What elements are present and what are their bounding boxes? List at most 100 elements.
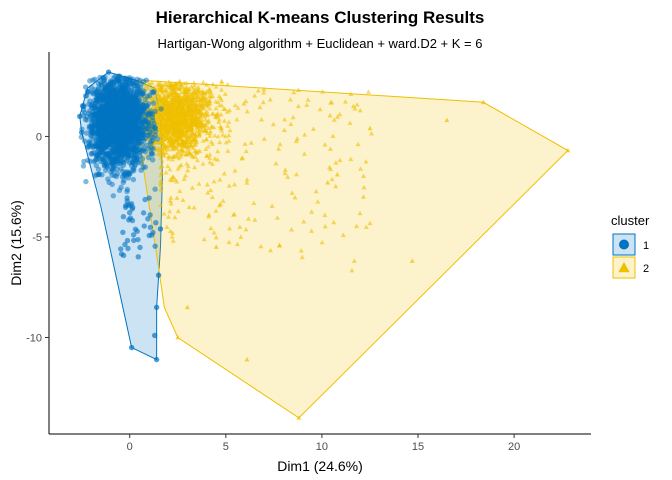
cluster-2-point (177, 105, 183, 110)
cluster-2-point (165, 93, 171, 99)
cluster-1-point (153, 356, 160, 363)
cluster-2-point (196, 131, 202, 136)
cluster-2-point (184, 135, 190, 140)
cluster-2-point (208, 139, 214, 144)
cluster-2-point (202, 114, 208, 119)
cluster-2-point (360, 194, 366, 199)
cluster-1-point (133, 126, 139, 133)
x-tick-label: 0 (127, 441, 133, 453)
cluster-2-point (158, 187, 164, 192)
cluster-2-point (213, 244, 219, 249)
cluster-2-point (361, 184, 367, 190)
x-tick-label: 15 (412, 441, 424, 453)
cluster-1-point (118, 114, 125, 120)
cluster-2-point (175, 208, 181, 214)
cluster-1-point (150, 100, 157, 106)
cluster-1-point (101, 112, 107, 119)
cluster-2-point (357, 210, 363, 216)
cluster-1-point (120, 124, 127, 131)
cluster-2-point (335, 114, 341, 119)
cluster-2-point (171, 146, 177, 151)
cluster-2-point (243, 148, 249, 154)
cluster-2-point (337, 157, 343, 163)
cluster-2-point (212, 133, 218, 138)
cluster-2-point (175, 106, 181, 111)
cluster-2-point (200, 128, 205, 134)
cluster-2-point (160, 90, 165, 96)
cluster-2-point (162, 123, 168, 128)
cluster-1-point (153, 304, 160, 311)
cluster-2-point (167, 121, 173, 127)
cluster-2-point (172, 120, 178, 126)
plot-area (77, 69, 571, 420)
cluster-2-point (174, 179, 180, 184)
cluster-1-point (104, 96, 111, 103)
cluster-2-point (357, 107, 363, 113)
cluster-2-point (277, 242, 283, 248)
cluster-2-point (184, 80, 189, 86)
cluster-2-point (168, 201, 174, 206)
cluster-1-point (83, 178, 89, 185)
cluster-2-point (159, 132, 165, 138)
x-tick-label: 5 (223, 441, 229, 453)
cluster-2-point (234, 116, 240, 122)
cluster-2-point (204, 137, 210, 142)
cluster-2-point (352, 106, 358, 111)
cluster-2-point (209, 111, 215, 116)
x-tick-label: 20 (508, 441, 520, 453)
cluster-2-point (194, 125, 200, 131)
cluster-2-point (178, 98, 184, 104)
cluster-2-point (226, 183, 232, 188)
cluster-2-point (225, 82, 231, 87)
cluster-1-point (120, 214, 127, 220)
cluster-2-point (328, 166, 333, 172)
cluster-1-point (109, 172, 115, 178)
cluster-2-point (180, 85, 186, 90)
cluster-2-point (166, 82, 172, 87)
cluster-1-point (111, 75, 117, 81)
cluster-2-point (202, 117, 208, 122)
y-tick-label: 0 (36, 131, 42, 143)
cluster-1-point (149, 125, 155, 132)
cluster-2-point (444, 117, 450, 123)
cluster-2-point (244, 357, 250, 362)
cluster-2-point (207, 128, 213, 134)
cluster-2-point (177, 188, 183, 194)
cluster-2-point (166, 214, 171, 219)
cluster-1-point (119, 86, 125, 92)
cluster-2-point (325, 180, 331, 185)
cluster-2-point (227, 127, 233, 133)
cluster-2-point (170, 97, 176, 102)
cluster-2-point (174, 131, 180, 137)
cluster-1-point (109, 161, 115, 167)
cluster-1-point (141, 223, 147, 229)
cluster-2-point (207, 106, 213, 111)
cluster-2-point (158, 202, 164, 208)
cluster-2-point (207, 130, 213, 136)
cluster-2-point (277, 141, 283, 147)
legend-items: 12 (612, 233, 649, 279)
cluster-2-point (191, 205, 197, 210)
cluster-2-point (295, 103, 301, 109)
cluster-1-point (118, 246, 124, 252)
cluster-1-point (148, 150, 154, 157)
cluster-2-point (209, 161, 215, 166)
cluster-2-point (167, 228, 173, 234)
cluster-1-point (152, 186, 158, 192)
cluster-1-point (103, 141, 110, 148)
cluster-1-point (134, 111, 141, 117)
cluster-1-point (133, 148, 140, 154)
cluster-1-point (123, 89, 130, 95)
cluster-1-point (127, 88, 134, 94)
cluster-1-point (87, 108, 93, 114)
cluster-1-point (123, 106, 129, 112)
cluster-1-point (117, 73, 123, 79)
cluster-1-point (142, 196, 148, 203)
cluster-1-point (150, 90, 156, 96)
cluster-2-point (221, 171, 227, 176)
cluster-2-point (161, 110, 167, 115)
cluster-2-point (192, 131, 198, 136)
cluster-2-point (216, 117, 222, 122)
cluster-2-point (291, 89, 297, 95)
cluster-1-point (104, 160, 111, 166)
